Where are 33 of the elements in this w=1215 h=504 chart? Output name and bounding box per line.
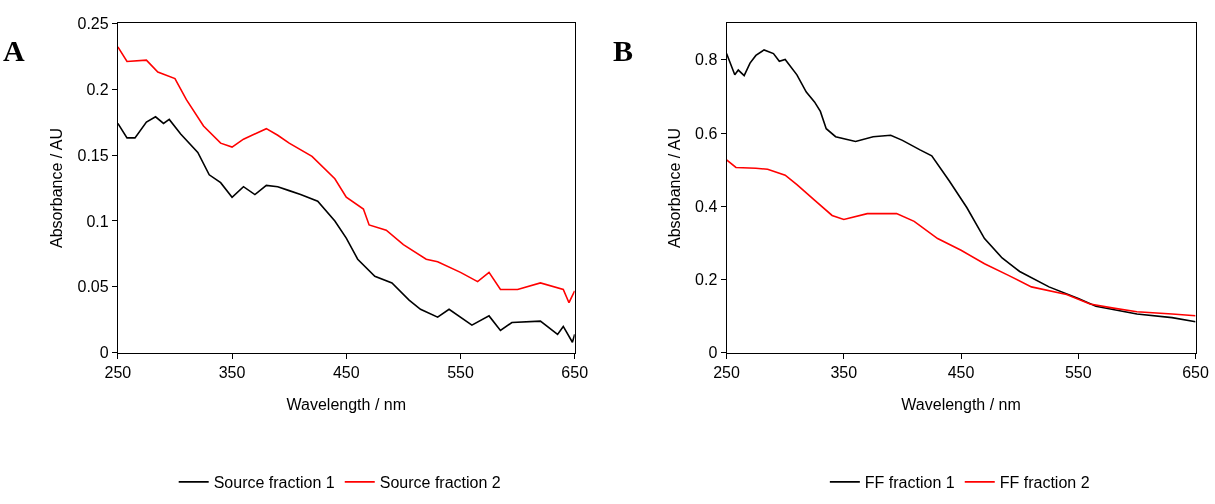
- x-tick-label: 550: [1064, 364, 1092, 381]
- x-tick-label: 650: [561, 364, 589, 381]
- y-tick-label: 0.15: [77, 146, 109, 164]
- x-tick-label: 350: [218, 364, 246, 381]
- chart-title: B: [613, 34, 634, 67]
- line-series: [726, 158, 1196, 317]
- y-tick-label: 0.25: [77, 14, 109, 32]
- y-tick-label: 0.4: [695, 197, 718, 215]
- y-tick-label: 0.2: [695, 271, 718, 289]
- x-axis-title: Wavelength / nm: [286, 395, 407, 413]
- x-tick-label: 350: [830, 364, 858, 381]
- legend-label: Source fraction 1: [213, 474, 335, 492]
- y-tick-label: 0.8: [695, 51, 718, 69]
- legend-label: FF fraction 2: [999, 474, 1090, 492]
- y-tick-label: 0.1: [86, 212, 109, 230]
- y-tick-label: 0: [708, 344, 718, 362]
- line-series: [117, 46, 575, 304]
- y-tick-label: 0.6: [695, 124, 718, 142]
- y-axis-title: Absorbance / AU: [666, 127, 684, 249]
- x-axis-title: Wavelength / nm: [901, 395, 1021, 413]
- y-axis-title: Absorbance / AU: [48, 127, 66, 249]
- x-tick-label: 450: [332, 364, 360, 381]
- legend-label: Source fraction 2: [379, 474, 501, 492]
- y-tick-label: 0.05: [77, 278, 109, 296]
- y-tick-label: 0.2: [86, 80, 109, 98]
- x-tick-label: 450: [947, 364, 975, 381]
- x-tick-label: 250: [713, 364, 741, 381]
- x-tick-label: 650: [1182, 364, 1210, 381]
- x-tick-label: 250: [104, 364, 132, 381]
- chart-title: A: [3, 34, 25, 67]
- x-tick-label: 550: [447, 364, 474, 381]
- legend-label: FF fraction 1: [864, 474, 955, 492]
- y-tick-label: 0: [99, 344, 109, 362]
